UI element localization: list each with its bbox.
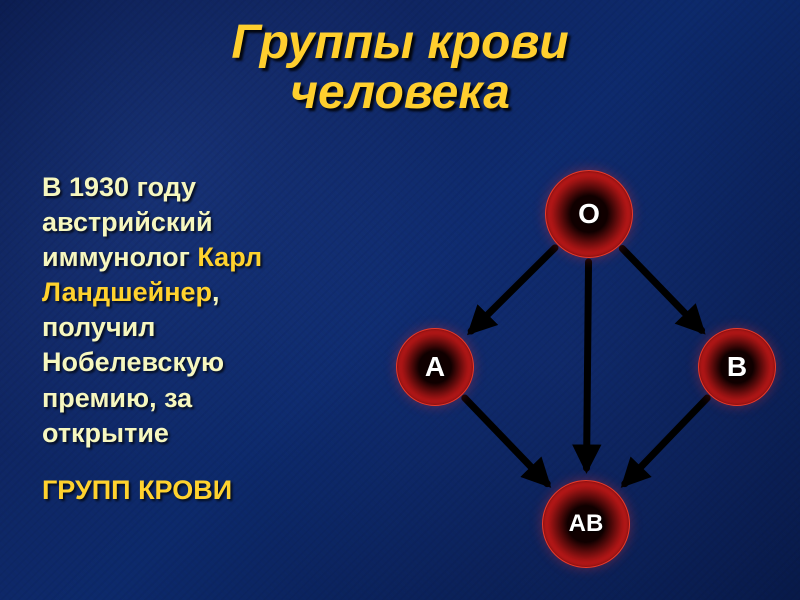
blood-type-diagram: OABAB: [350, 160, 780, 580]
diagram-edge: [471, 248, 555, 331]
diagram-edge: [587, 262, 589, 468]
diagram-node-AB: AB: [542, 480, 630, 568]
title-line1: Группы крови: [231, 16, 568, 69]
node-label: AB: [569, 510, 604, 538]
body-line7: премию, за: [42, 383, 192, 413]
title-line2: человека: [290, 66, 510, 119]
body-line3b: Карл: [197, 242, 262, 272]
body-line9: ГРУПП КРОВИ: [42, 473, 332, 508]
slide-title: Группы крови человека: [0, 18, 800, 119]
node-label: A: [425, 351, 445, 383]
body-line1: В 1930 году: [42, 172, 196, 202]
body-line4: Ландшейнер: [42, 277, 212, 307]
body-line5: получил: [42, 312, 155, 342]
diagram-edge: [622, 249, 701, 331]
body-line3a: иммунолог: [42, 242, 197, 272]
body-line6: Нобелевскую: [42, 347, 224, 377]
node-label: B: [727, 351, 747, 383]
body-text-block: В 1930 году австрийский иммунолог Карл Л…: [42, 170, 332, 508]
body-comma: ,: [212, 277, 220, 307]
diagram-node-O: O: [545, 170, 633, 258]
diagram-edge: [465, 398, 547, 484]
diagram-node-A: A: [396, 328, 474, 406]
body-line2: австрийский: [42, 207, 213, 237]
diagram-edge: [625, 398, 707, 484]
node-label: O: [578, 198, 600, 230]
body-line8: открытие: [42, 418, 169, 448]
diagram-node-B: B: [698, 328, 776, 406]
